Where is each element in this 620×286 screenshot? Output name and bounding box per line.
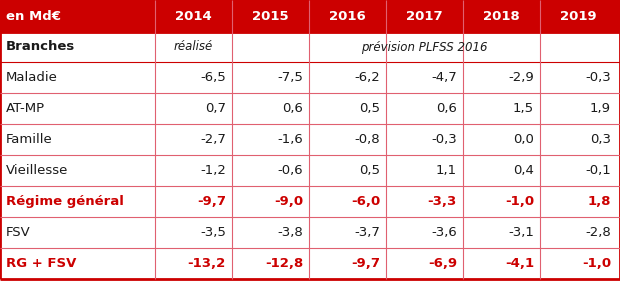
Text: -3,1: -3,1 xyxy=(508,226,534,239)
Text: -2,7: -2,7 xyxy=(200,133,226,146)
Bar xyxy=(0,0,620,32)
Text: 0,0: 0,0 xyxy=(513,133,534,146)
Text: -9,7: -9,7 xyxy=(197,195,226,208)
Text: -3,8: -3,8 xyxy=(277,226,303,239)
Text: Vieillesse: Vieillesse xyxy=(6,164,68,177)
Text: -6,5: -6,5 xyxy=(200,71,226,84)
Text: -0,8: -0,8 xyxy=(355,133,380,146)
Text: 1,5: 1,5 xyxy=(513,102,534,115)
Text: -9,0: -9,0 xyxy=(274,195,303,208)
Text: -1,2: -1,2 xyxy=(200,164,226,177)
Text: -3,3: -3,3 xyxy=(428,195,457,208)
Text: 0,7: 0,7 xyxy=(205,102,226,115)
Text: -6,2: -6,2 xyxy=(354,71,380,84)
Text: 0,6: 0,6 xyxy=(282,102,303,115)
Text: 1,8: 1,8 xyxy=(588,195,611,208)
Text: Maladie: Maladie xyxy=(6,71,58,84)
Text: -6,0: -6,0 xyxy=(351,195,380,208)
Text: prévision PLFSS 2016: prévision PLFSS 2016 xyxy=(361,41,488,53)
Text: Régime général: Régime général xyxy=(6,195,124,208)
Text: -2,9: -2,9 xyxy=(508,71,534,84)
Text: 0,5: 0,5 xyxy=(359,164,380,177)
Text: -4,7: -4,7 xyxy=(432,71,457,84)
Text: -9,7: -9,7 xyxy=(351,257,380,270)
Text: 2018: 2018 xyxy=(483,9,520,23)
Text: -1,0: -1,0 xyxy=(505,195,534,208)
Text: FSV: FSV xyxy=(6,226,31,239)
Text: 2017: 2017 xyxy=(406,9,443,23)
Text: -1,6: -1,6 xyxy=(277,133,303,146)
Text: -6,9: -6,9 xyxy=(428,257,457,270)
Text: 2016: 2016 xyxy=(329,9,366,23)
Text: 2015: 2015 xyxy=(252,9,289,23)
Text: réalisé: réalisé xyxy=(174,41,213,53)
Text: 0,5: 0,5 xyxy=(359,102,380,115)
Text: -3,5: -3,5 xyxy=(200,226,226,239)
Text: AT-MP: AT-MP xyxy=(6,102,45,115)
Text: -3,7: -3,7 xyxy=(354,226,380,239)
Text: 2019: 2019 xyxy=(560,9,597,23)
Text: 0,6: 0,6 xyxy=(436,102,457,115)
Text: -2,8: -2,8 xyxy=(585,226,611,239)
Text: -12,8: -12,8 xyxy=(265,257,303,270)
Text: 0,4: 0,4 xyxy=(513,164,534,177)
Text: -4,1: -4,1 xyxy=(505,257,534,270)
Text: -0,3: -0,3 xyxy=(585,71,611,84)
Text: -13,2: -13,2 xyxy=(188,257,226,270)
Text: -1,0: -1,0 xyxy=(582,257,611,270)
Text: RG + FSV: RG + FSV xyxy=(6,257,76,270)
Text: en Md€: en Md€ xyxy=(6,9,61,23)
Text: 1,1: 1,1 xyxy=(436,164,457,177)
Text: Branches: Branches xyxy=(6,41,75,53)
Text: -0,6: -0,6 xyxy=(277,164,303,177)
Text: -7,5: -7,5 xyxy=(277,71,303,84)
Text: Famille: Famille xyxy=(6,133,53,146)
Text: -0,3: -0,3 xyxy=(432,133,457,146)
Text: 2014: 2014 xyxy=(175,9,212,23)
Text: 0,3: 0,3 xyxy=(590,133,611,146)
Text: -0,1: -0,1 xyxy=(585,164,611,177)
Text: 1,9: 1,9 xyxy=(590,102,611,115)
Text: -3,6: -3,6 xyxy=(432,226,457,239)
